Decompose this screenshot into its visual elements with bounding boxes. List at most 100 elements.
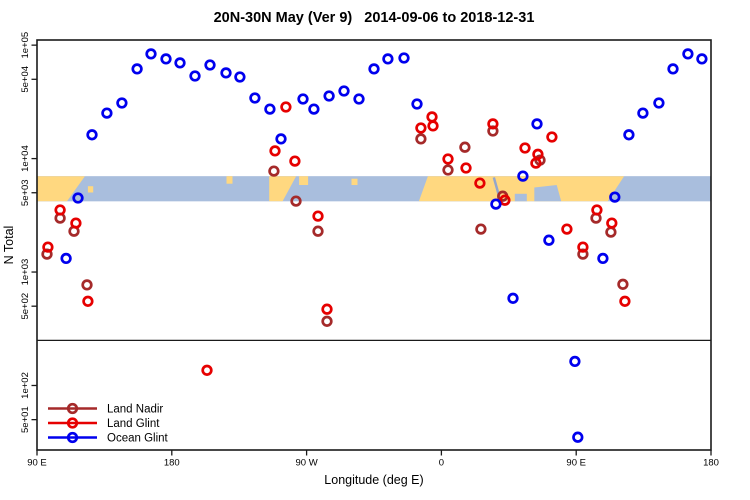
y-tick-label: 1e+05 bbox=[20, 32, 31, 59]
x-tick-label: 90 E bbox=[27, 458, 47, 469]
point-land-glint bbox=[460, 162, 472, 174]
point-ocean-glint bbox=[597, 252, 609, 265]
point-land-nadir bbox=[268, 165, 280, 177]
world-map-band bbox=[37, 176, 711, 202]
point-ocean-glint bbox=[490, 198, 502, 210]
point-land-glint bbox=[546, 131, 558, 143]
point-land-nadir bbox=[81, 279, 93, 291]
point-land-glint bbox=[442, 153, 454, 165]
x-tick-label: 90 W bbox=[296, 458, 318, 469]
map-land-area bbox=[87, 186, 94, 193]
point-land-nadir bbox=[41, 248, 53, 260]
point-land-glint bbox=[577, 241, 589, 253]
point-land-glint bbox=[312, 210, 324, 222]
point-land-glint bbox=[415, 122, 427, 134]
point-ocean-glint bbox=[101, 107, 113, 119]
point-ocean-glint bbox=[204, 59, 216, 71]
point-ocean-glint bbox=[517, 170, 529, 182]
point-land-nadir bbox=[459, 141, 471, 153]
point-land-glint bbox=[201, 364, 213, 376]
point-land-glint bbox=[54, 204, 66, 216]
point-land-nadir bbox=[442, 164, 454, 176]
point-ocean-glint bbox=[353, 93, 365, 105]
point-ocean-glint bbox=[220, 67, 232, 79]
point-land-glint bbox=[427, 120, 439, 132]
legend-label-ocean-glint: Ocean Glint bbox=[107, 433, 169, 445]
axis-ticks: 90 E 180 90 W 0 90 E 180 1e+05 5e+04 1e+04 5e+03 1… bbox=[20, 32, 719, 469]
legend: Land Nadir Land Glint Ocean Glint bbox=[48, 402, 169, 445]
point-land-nadir bbox=[605, 226, 617, 238]
data-points bbox=[41, 48, 708, 443]
legend-label-land-glint: Land Glint bbox=[107, 418, 160, 430]
map-land-area bbox=[37, 176, 85, 202]
point-ocean-glint bbox=[637, 107, 649, 119]
point-land-glint bbox=[474, 177, 486, 189]
y-tick-label: 5e+03 bbox=[20, 179, 31, 206]
point-ocean-glint bbox=[338, 85, 350, 97]
map-sea-inlet bbox=[534, 185, 562, 202]
legend-point bbox=[66, 402, 79, 415]
point-land-glint bbox=[42, 241, 54, 253]
plot-border bbox=[36, 39, 712, 451]
y-tick-label: 1e+04 bbox=[20, 145, 31, 172]
point-land-glint bbox=[499, 194, 511, 206]
map-sea-inlet bbox=[514, 193, 527, 202]
point-ocean-glint bbox=[249, 92, 261, 104]
y-tick-label: 1e+03 bbox=[20, 259, 31, 286]
point-land-glint bbox=[269, 145, 281, 157]
x-tick-label: 180 bbox=[703, 458, 719, 469]
point-land-glint bbox=[321, 303, 333, 315]
point-ocean-glint bbox=[531, 118, 543, 130]
point-ocean-glint bbox=[411, 98, 423, 110]
map-land-area bbox=[351, 178, 358, 185]
x-axis-label: Longitude (deg E) bbox=[324, 473, 423, 487]
point-land-glint bbox=[289, 155, 301, 167]
point-land-glint bbox=[82, 295, 94, 307]
point-land-glint bbox=[532, 148, 544, 160]
point-ocean-glint bbox=[623, 129, 635, 141]
point-land-nadir bbox=[487, 125, 499, 137]
point-ocean-glint bbox=[234, 71, 246, 83]
point-ocean-glint bbox=[189, 70, 201, 82]
point-ocean-glint bbox=[368, 63, 380, 75]
y-tick-label: 5e+04 bbox=[20, 66, 31, 93]
point-ocean-glint bbox=[682, 48, 694, 60]
y-axis-label: N Total bbox=[2, 226, 16, 265]
x-tick-label: 0 bbox=[439, 458, 444, 469]
point-ocean-glint bbox=[653, 97, 665, 109]
point-land-nadir bbox=[475, 223, 487, 235]
point-land-nadir bbox=[321, 315, 333, 327]
point-land-nadir bbox=[617, 278, 629, 290]
point-land-nadir bbox=[415, 133, 427, 145]
point-land-glint bbox=[606, 217, 618, 229]
legend-markers bbox=[48, 402, 97, 444]
point-ocean-glint bbox=[507, 292, 519, 304]
point-ocean-glint bbox=[382, 53, 394, 65]
point-ocean-glint bbox=[569, 355, 581, 368]
point-ocean-glint bbox=[543, 234, 555, 246]
point-ocean-glint bbox=[275, 133, 287, 145]
point-ocean-glint bbox=[72, 192, 84, 204]
point-land-glint bbox=[561, 223, 573, 235]
point-ocean-glint bbox=[667, 63, 679, 75]
point-ocean-glint bbox=[308, 103, 320, 115]
y-tick-label: 5e+02 bbox=[20, 293, 31, 320]
map-land-area bbox=[418, 176, 625, 202]
map-land-area bbox=[269, 176, 297, 202]
point-ocean-glint bbox=[572, 431, 584, 443]
legend-point bbox=[66, 431, 79, 444]
y-tick-label: 1e+02 bbox=[20, 372, 31, 399]
point-land-nadir bbox=[312, 225, 324, 237]
point-ocean-glint bbox=[323, 90, 335, 102]
point-land-glint bbox=[70, 217, 82, 229]
point-ocean-glint bbox=[696, 53, 708, 65]
point-ocean-glint bbox=[116, 97, 128, 109]
point-ocean-glint bbox=[160, 53, 172, 65]
point-land-glint bbox=[530, 157, 542, 169]
map-land-area bbox=[226, 176, 233, 184]
point-ocean-glint bbox=[86, 129, 98, 141]
point-ocean-glint bbox=[174, 57, 186, 69]
point-ocean-glint bbox=[398, 52, 410, 64]
point-land-glint bbox=[487, 118, 499, 130]
